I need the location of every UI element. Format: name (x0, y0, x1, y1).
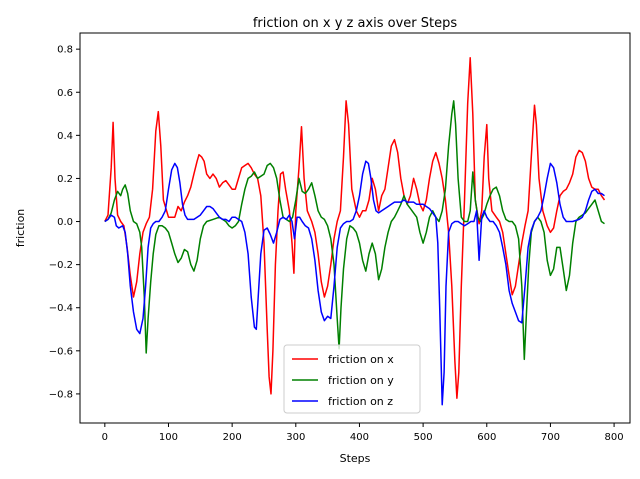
x-tick-label: 200 (223, 432, 242, 443)
x-tick-label: 800 (605, 432, 624, 443)
legend-label: friction on z (328, 395, 393, 408)
axis-ticks: 0 100 200 300 400 500 600 700 800 −0.8 −0.6 −0.4 −0.… (49, 45, 624, 443)
y-tick-label: 0.6 (57, 88, 73, 99)
y-tick-label: 0.4 (57, 131, 73, 142)
plot-frame (79, 32, 631, 424)
y-tick-label: −0.2 (49, 260, 73, 271)
x-tick-label: 500 (414, 432, 433, 443)
legend-box (283, 344, 421, 414)
y-axis-label: friction (14, 209, 27, 248)
series-line-z (104, 160, 605, 406)
y-tick-label: 0.0 (57, 217, 73, 228)
x-tick-label: 300 (286, 432, 305, 443)
chart-title: friction on x y z axis over Steps (253, 16, 458, 31)
series-line-x (104, 57, 606, 399)
y-tick-label: −0.8 (49, 389, 73, 400)
series-line-y (104, 100, 605, 361)
y-tick-label: −0.6 (49, 346, 73, 357)
series-lines (104, 57, 606, 406)
x-tick-label: 600 (477, 432, 496, 443)
legend-label: friction on y (328, 374, 394, 387)
y-tick-label: −0.4 (49, 303, 73, 314)
legend: friction on x friction on y friction on z (283, 344, 421, 414)
y-tick-label: 0.2 (57, 174, 73, 185)
x-tick-label: 0 (102, 432, 108, 443)
x-tick-label: 400 (350, 432, 369, 443)
legend-label: friction on x (328, 353, 394, 366)
x-tick-label: 700 (541, 432, 560, 443)
x-axis-label: Steps (340, 452, 371, 465)
x-tick-label: 100 (159, 432, 178, 443)
y-tick-label: 0.8 (57, 45, 73, 56)
